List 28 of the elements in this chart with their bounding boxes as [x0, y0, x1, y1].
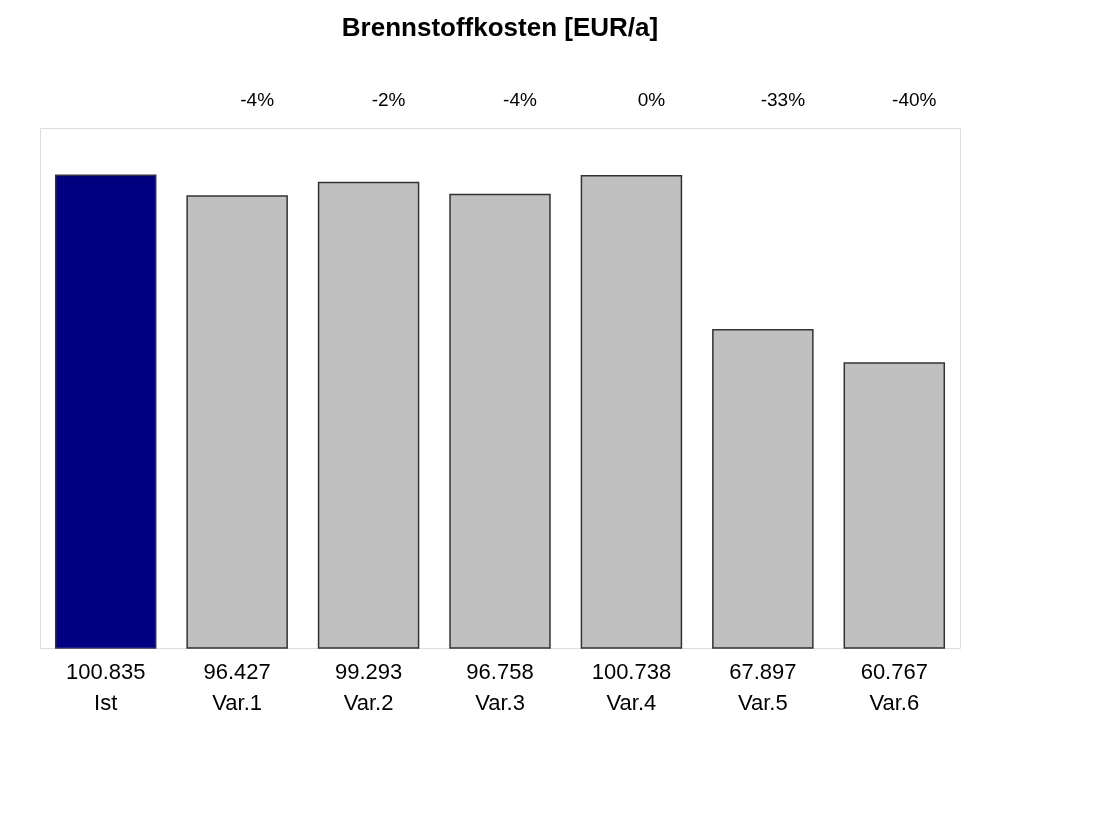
x-tick-label: Var.6 [869, 689, 920, 715]
x-tick-label: Var.1 [212, 689, 263, 715]
data-label: 60.767 [860, 659, 928, 684]
text: -4% [503, 89, 537, 110]
bar [186, 195, 288, 649]
data-label: 100.835 [65, 659, 146, 684]
data-label: 96.427 [203, 659, 271, 684]
chart-title: Brennstoffkosten [EUR/a] [341, 12, 659, 42]
data-label: 96.758 [466, 659, 534, 684]
bar [449, 193, 551, 649]
text: 0% [637, 89, 666, 110]
text: -33% [760, 89, 806, 110]
bar [54, 174, 157, 649]
x-tick-label: Ist [94, 689, 118, 715]
x-tick-label: Var.5 [737, 689, 788, 715]
bar [317, 181, 420, 649]
x-tick-label: Var.3 [475, 689, 525, 715]
text: -40% [892, 89, 937, 110]
bar [712, 328, 814, 649]
data-label: 67.897 [729, 659, 797, 684]
x-tick-label: Var.4 [606, 689, 657, 715]
bar [580, 174, 683, 649]
text: -2% [371, 89, 406, 110]
data-label: 100.738 [591, 659, 672, 684]
bar [843, 362, 946, 649]
text: -4% [240, 89, 275, 110]
x-tick-label: Var.2 [343, 689, 394, 715]
data-label: 99.293 [334, 659, 403, 684]
